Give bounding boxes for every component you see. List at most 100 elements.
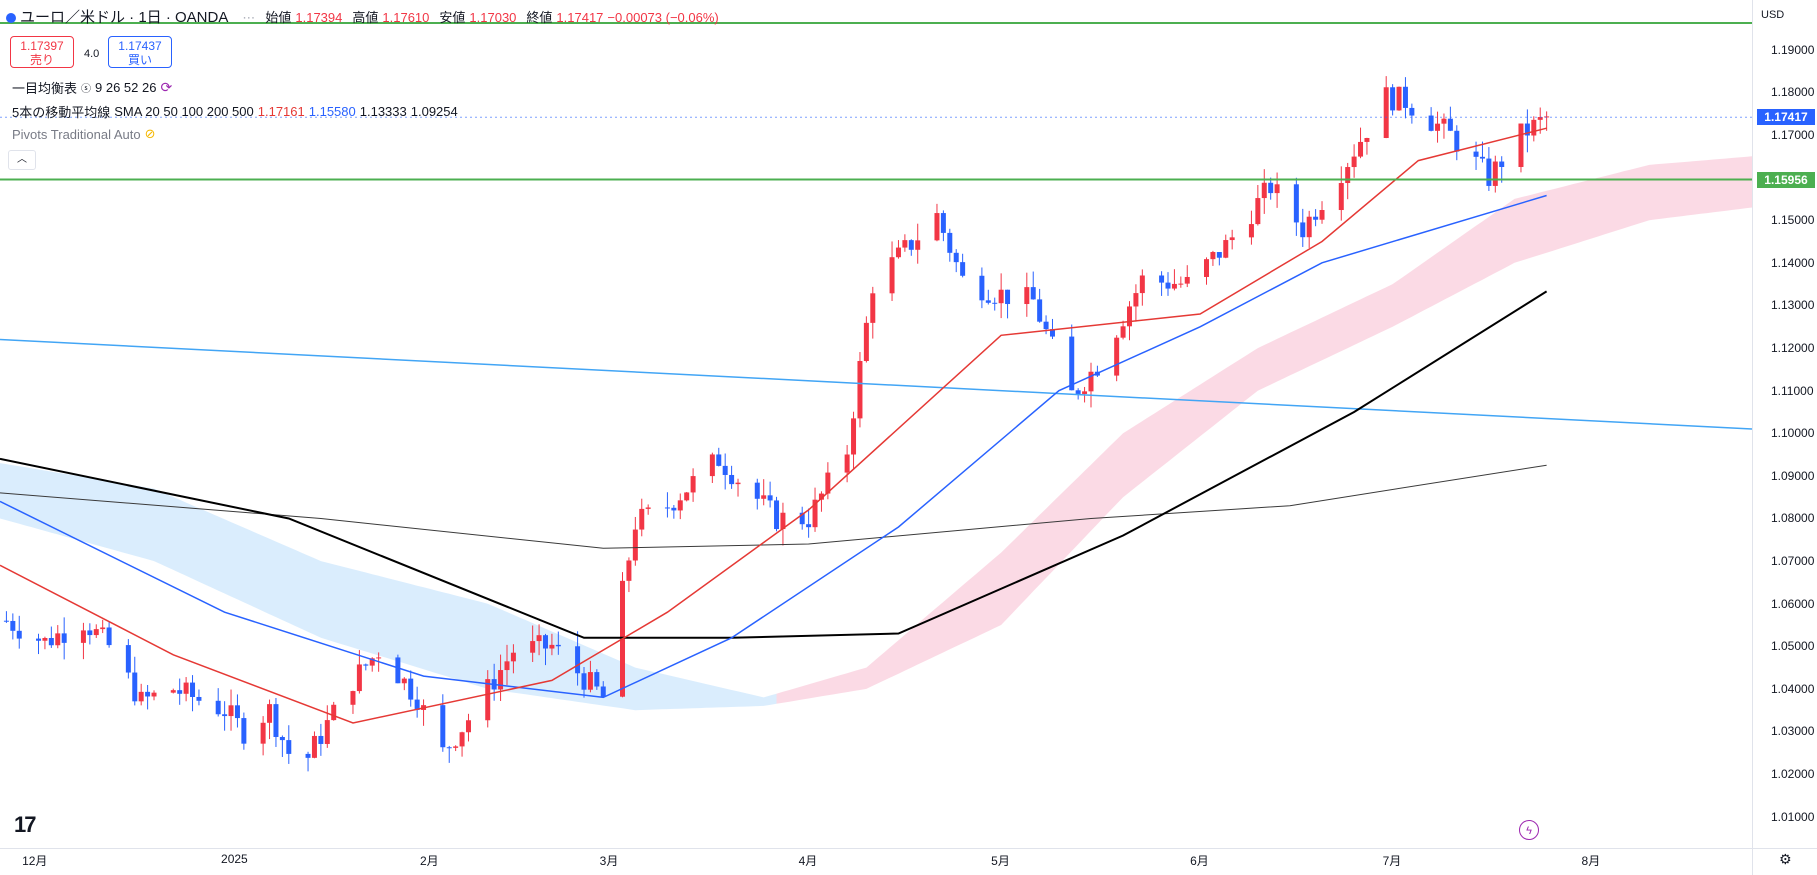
sma-50-line	[0, 194, 1547, 699]
candle-body-98	[889, 257, 895, 294]
candle-body-64	[581, 673, 587, 690]
candle-body-88	[799, 512, 805, 525]
sell-label: 売り	[29, 53, 54, 67]
candle-body-76	[684, 492, 690, 501]
candle-body-165	[1486, 158, 1492, 186]
candle-body-0	[3, 620, 9, 622]
candle-body-69	[626, 560, 632, 581]
price-chart[interactable]	[0, 0, 1752, 848]
sma-200-line	[0, 290, 1548, 639]
ichimoku-legend[interactable]: 一目均衡表 ⓢ 9 26 52 26 ⟳	[12, 78, 172, 97]
candle-body-48	[440, 705, 446, 748]
candle-body-131	[1178, 283, 1184, 285]
sma-20-line	[0, 127, 1547, 724]
candle-body-60	[542, 635, 548, 649]
candle-body-84	[761, 495, 767, 499]
candle-body-20	[183, 682, 189, 694]
price-axis[interactable]	[1752, 0, 1817, 848]
candle-body-15	[138, 691, 144, 702]
candle-body-148	[1338, 183, 1344, 211]
candle-body-169	[1524, 123, 1530, 136]
x-tick-label-5: 5月	[991, 854, 1010, 868]
collapse-legend-button[interactable]: ︿	[8, 150, 36, 170]
candle-body-17	[151, 692, 157, 697]
currency-label[interactable]: USD	[1761, 9, 1785, 21]
chevron-up-icon: ︿	[17, 154, 27, 165]
pivots-legend[interactable]: Pivots Traditional Auto ⊘	[12, 126, 156, 142]
candle-body-94	[851, 418, 857, 455]
candle-body-81	[729, 474, 735, 485]
candle-body-170	[1531, 119, 1537, 136]
candle-body-2	[16, 630, 22, 639]
candle-body-150	[1351, 156, 1357, 168]
candle-body-149	[1345, 167, 1351, 184]
ichimoku-label: 一目均衡表	[12, 81, 78, 96]
candle-body-5	[48, 637, 54, 646]
candle-body-97	[870, 293, 876, 323]
candle-body-6	[55, 633, 61, 646]
candle-body-110	[992, 302, 998, 304]
ichimoku-cloud-bearish	[0, 463, 777, 711]
candle-body-36	[324, 720, 330, 744]
candle-body-107	[960, 262, 966, 276]
high-label: 高値	[352, 10, 379, 25]
candle-body-33	[305, 753, 311, 758]
sma-legend[interactable]: 5本の移動平均線 SMA 20 50 100 200 500 1.17161 1…	[12, 102, 458, 121]
candle-body-135	[1216, 252, 1222, 258]
hidden-eye-icon[interactable]: ⊘	[144, 126, 156, 141]
buy-price: 1.17437	[118, 39, 162, 53]
eye-icon[interactable]: ⋯	[242, 10, 256, 25]
lightning-icon[interactable]: ϟ	[1519, 820, 1539, 840]
y-tick-label-10: 1.09000	[1771, 468, 1815, 483]
x-tick-label-1: 2025	[221, 852, 248, 866]
candle-body-4	[42, 637, 48, 641]
low-label: 安値	[439, 10, 466, 25]
candle-body-40	[363, 664, 369, 666]
candle-body-116	[1043, 321, 1049, 330]
candle-body-31	[279, 736, 285, 741]
candle-body-120	[1082, 391, 1088, 394]
candle-body-13	[125, 645, 131, 673]
candle-body-71	[639, 508, 645, 530]
candle-body-133	[1204, 259, 1210, 277]
candle-body-67	[600, 686, 606, 697]
y-tick-label-15: 1.04000	[1771, 681, 1815, 696]
candle-body-3	[36, 638, 42, 641]
x-tick-label-0: 12月	[22, 854, 48, 868]
candle-body-160	[1441, 118, 1447, 124]
close-label: 終値	[526, 10, 553, 25]
candle-body-63	[575, 646, 581, 674]
candle-body-78	[709, 454, 715, 477]
symbol-title[interactable]: ユーロ／米ドル · 1日 · OANDA	[20, 9, 229, 26]
buy-button[interactable]: 1.17437 買い	[108, 36, 172, 68]
y-tick-label-0: 1.19000	[1771, 42, 1815, 57]
candle-body-23	[215, 700, 221, 715]
candle-body-141	[1268, 182, 1274, 194]
y-tick-label-14: 1.05000	[1771, 639, 1815, 654]
candle-body-112	[1005, 289, 1011, 305]
candle-body-127	[1139, 275, 1145, 294]
sell-button[interactable]: 1.17397 売り	[10, 36, 74, 68]
low-value: 1.17030	[469, 10, 517, 25]
refresh-icon[interactable]: ⟳	[160, 79, 173, 95]
candle-body-56	[504, 661, 510, 671]
candle-body-144	[1300, 222, 1306, 238]
sma-params: SMA 20 50 100 200 500	[114, 104, 254, 119]
candle-body-159	[1435, 123, 1441, 131]
candle-body-89	[806, 524, 812, 528]
y-tick-label-11: 1.08000	[1771, 511, 1815, 526]
candle-body-109	[985, 300, 991, 303]
time-axis[interactable]	[0, 848, 1752, 875]
candle-body-10	[93, 629, 99, 636]
candle-body-80	[722, 465, 728, 475]
candle-body-61	[549, 644, 555, 649]
y-tick-label-7: 1.12000	[1771, 341, 1815, 356]
candle-body-129	[1165, 282, 1171, 289]
candle-body-105	[947, 232, 953, 253]
candle-body-166	[1492, 161, 1498, 186]
symbol-flag-icon	[6, 13, 16, 23]
candle-body-29	[267, 704, 273, 723]
gear-icon[interactable]: ⚙	[1779, 851, 1792, 867]
y-tick-label-4: 1.15000	[1771, 213, 1815, 228]
candle-body-25	[228, 705, 234, 717]
